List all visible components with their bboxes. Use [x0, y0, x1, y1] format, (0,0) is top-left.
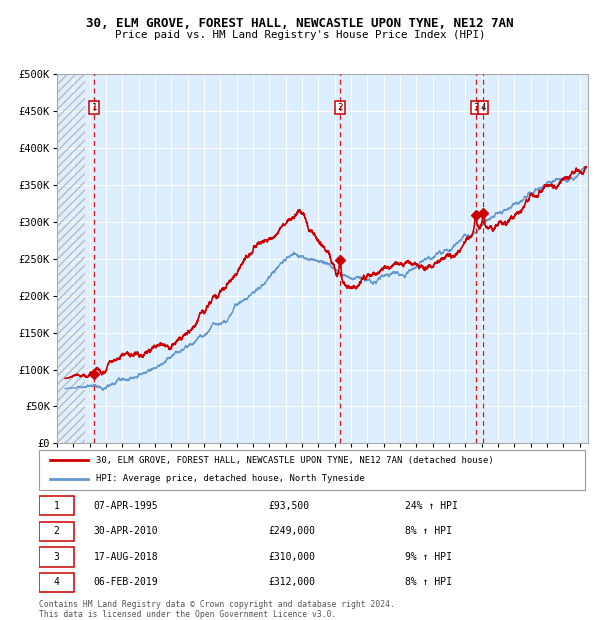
Text: 4: 4 — [54, 577, 59, 587]
Text: Contains HM Land Registry data © Crown copyright and database right 2024.: Contains HM Land Registry data © Crown c… — [39, 600, 395, 609]
Text: 1: 1 — [54, 501, 59, 511]
FancyBboxPatch shape — [39, 547, 74, 567]
Text: 8% ↑ HPI: 8% ↑ HPI — [405, 577, 452, 587]
Text: 2: 2 — [54, 526, 59, 536]
Text: 06-FEB-2019: 06-FEB-2019 — [94, 577, 158, 587]
Text: Price paid vs. HM Land Registry's House Price Index (HPI): Price paid vs. HM Land Registry's House … — [115, 30, 485, 40]
Text: 1: 1 — [91, 103, 97, 112]
Text: 9% ↑ HPI: 9% ↑ HPI — [405, 552, 452, 562]
Text: 4: 4 — [481, 103, 486, 112]
Text: £93,500: £93,500 — [268, 501, 310, 511]
Text: 30, ELM GROVE, FOREST HALL, NEWCASTLE UPON TYNE, NE12 7AN (detached house): 30, ELM GROVE, FOREST HALL, NEWCASTLE UP… — [97, 456, 494, 465]
Text: This data is licensed under the Open Government Licence v3.0.: This data is licensed under the Open Gov… — [39, 610, 337, 619]
Text: 30, ELM GROVE, FOREST HALL, NEWCASTLE UPON TYNE, NE12 7AN: 30, ELM GROVE, FOREST HALL, NEWCASTLE UP… — [86, 17, 514, 30]
Text: 3: 3 — [54, 552, 59, 562]
FancyBboxPatch shape — [39, 450, 585, 490]
Text: HPI: Average price, detached house, North Tyneside: HPI: Average price, detached house, Nort… — [97, 474, 365, 484]
Text: £312,000: £312,000 — [268, 577, 316, 587]
FancyBboxPatch shape — [39, 496, 74, 515]
Text: 17-AUG-2018: 17-AUG-2018 — [94, 552, 158, 562]
Text: 30-APR-2010: 30-APR-2010 — [94, 526, 158, 536]
Text: 2: 2 — [337, 103, 343, 112]
Text: 24% ↑ HPI: 24% ↑ HPI — [405, 501, 458, 511]
Text: 3: 3 — [473, 103, 478, 112]
FancyBboxPatch shape — [39, 573, 74, 592]
Text: £310,000: £310,000 — [268, 552, 316, 562]
Text: 8% ↑ HPI: 8% ↑ HPI — [405, 526, 452, 536]
Text: £249,000: £249,000 — [268, 526, 316, 536]
Text: 07-APR-1995: 07-APR-1995 — [94, 501, 158, 511]
FancyBboxPatch shape — [39, 521, 74, 541]
